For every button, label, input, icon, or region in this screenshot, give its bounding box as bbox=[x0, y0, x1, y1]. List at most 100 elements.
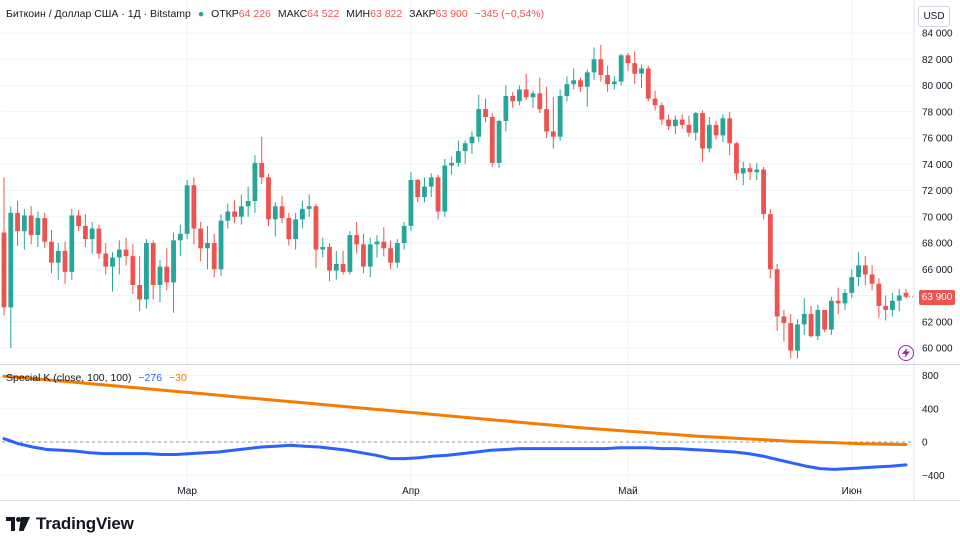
price-tick-label: 80 000 bbox=[922, 81, 953, 92]
candle-body bbox=[21, 215, 27, 232]
candle-body bbox=[110, 257, 115, 267]
special-k-line bbox=[2, 437, 908, 471]
candle-body bbox=[693, 113, 699, 133]
candle-body bbox=[259, 162, 265, 178]
candle-body bbox=[394, 243, 400, 263]
candle-body bbox=[211, 243, 217, 270]
indicator-legend: Special K (close, 100, 100) −276 −30 bbox=[6, 372, 191, 384]
candle-body bbox=[652, 98, 658, 106]
candle-body bbox=[313, 206, 319, 250]
indicator-tick-label: −400 bbox=[922, 471, 945, 482]
price-tick-label: 76 000 bbox=[922, 134, 953, 145]
candle-body bbox=[774, 269, 780, 317]
candle-body bbox=[361, 244, 366, 267]
brand-name: TradingView bbox=[36, 514, 134, 533]
candle-body bbox=[706, 124, 712, 149]
candle-body bbox=[123, 249, 129, 257]
close-label: ЗАКР bbox=[409, 8, 436, 20]
candle-body bbox=[727, 118, 733, 144]
candle-body bbox=[381, 241, 387, 249]
candle-body bbox=[903, 292, 909, 297]
currency-button[interactable]: USD bbox=[918, 6, 950, 27]
candle-body bbox=[842, 292, 848, 304]
candle-body bbox=[347, 235, 353, 272]
candle-body bbox=[354, 235, 360, 245]
candle-body bbox=[679, 119, 685, 125]
candle-body bbox=[876, 283, 882, 306]
candle-body bbox=[856, 265, 861, 278]
candle-body bbox=[116, 249, 122, 258]
candle-body bbox=[767, 214, 773, 270]
signal-line bbox=[2, 374, 908, 446]
candle-body bbox=[883, 306, 889, 310]
indicator-value-blue: −276 bbox=[138, 372, 163, 384]
candle-body bbox=[700, 113, 705, 149]
candle-body bbox=[266, 177, 271, 220]
tradingview-logo[interactable]: TradingView bbox=[6, 514, 134, 534]
candle-body bbox=[503, 96, 509, 121]
indicator-tick-label: 800 bbox=[922, 371, 939, 382]
candle-body bbox=[252, 162, 258, 201]
indicator-grid bbox=[2, 375, 914, 476]
candle-series bbox=[1, 44, 914, 359]
candle-body bbox=[754, 169, 760, 173]
low-value: 63 822 bbox=[370, 8, 403, 20]
candle-body bbox=[537, 93, 543, 110]
candle-body bbox=[35, 218, 41, 236]
candle-body bbox=[896, 295, 902, 301]
close-value: 63 900 bbox=[435, 8, 468, 20]
candle-body bbox=[598, 59, 604, 75]
candle-body bbox=[462, 143, 468, 152]
last-price-tag: 63 900 bbox=[919, 290, 955, 305]
candle-body bbox=[544, 109, 549, 132]
candle-body bbox=[747, 168, 753, 173]
candle-body bbox=[489, 117, 495, 163]
candle-body bbox=[367, 244, 373, 267]
candle-body bbox=[734, 143, 739, 174]
month-label: Апр bbox=[402, 486, 420, 497]
candle-body bbox=[523, 89, 529, 98]
indicator-name[interactable]: Special K (close, 100, 100) bbox=[6, 372, 132, 384]
candle-body bbox=[198, 228, 204, 249]
candle-body bbox=[795, 324, 800, 351]
candle-body bbox=[761, 169, 766, 215]
candle-body bbox=[306, 206, 312, 209]
candle-body bbox=[76, 215, 82, 226]
month-label: Июн bbox=[842, 486, 862, 497]
candle-body bbox=[862, 265, 868, 275]
candle-body bbox=[740, 168, 746, 174]
candle-body bbox=[184, 185, 190, 234]
candle-body bbox=[435, 177, 441, 212]
symbol-name[interactable]: Биткоин / Доллар США · 1Д · Bitstamp bbox=[6, 8, 191, 20]
price-tick-label: 62 000 bbox=[922, 317, 953, 328]
candle-body bbox=[415, 180, 421, 198]
candle-body bbox=[557, 96, 563, 137]
price-tick-label: 84 000 bbox=[922, 29, 953, 40]
candle-body bbox=[849, 277, 855, 293]
candle-body bbox=[62, 250, 68, 272]
candle-body bbox=[869, 274, 875, 284]
flash-icon[interactable] bbox=[898, 345, 914, 361]
candle-body bbox=[815, 309, 821, 337]
candle-body bbox=[618, 55, 624, 82]
candle-body bbox=[218, 220, 224, 270]
candle-body bbox=[8, 212, 14, 308]
price-grid bbox=[2, 0, 914, 500]
candle-body bbox=[69, 215, 75, 272]
candle-body bbox=[82, 225, 88, 240]
candle-body bbox=[605, 75, 610, 85]
candle-body bbox=[232, 211, 237, 217]
candle-body bbox=[822, 309, 828, 330]
indicator-tick-label: 0 bbox=[922, 438, 928, 449]
open-value: 64 226 bbox=[238, 8, 271, 20]
candle-body bbox=[205, 243, 210, 249]
candle-body bbox=[177, 233, 183, 241]
candle-body bbox=[517, 89, 522, 102]
price-tick-label: 72 000 bbox=[922, 186, 953, 197]
candle-body bbox=[96, 228, 102, 254]
candle-body bbox=[801, 313, 807, 325]
candle-body bbox=[340, 264, 346, 272]
candle-body bbox=[49, 241, 54, 263]
